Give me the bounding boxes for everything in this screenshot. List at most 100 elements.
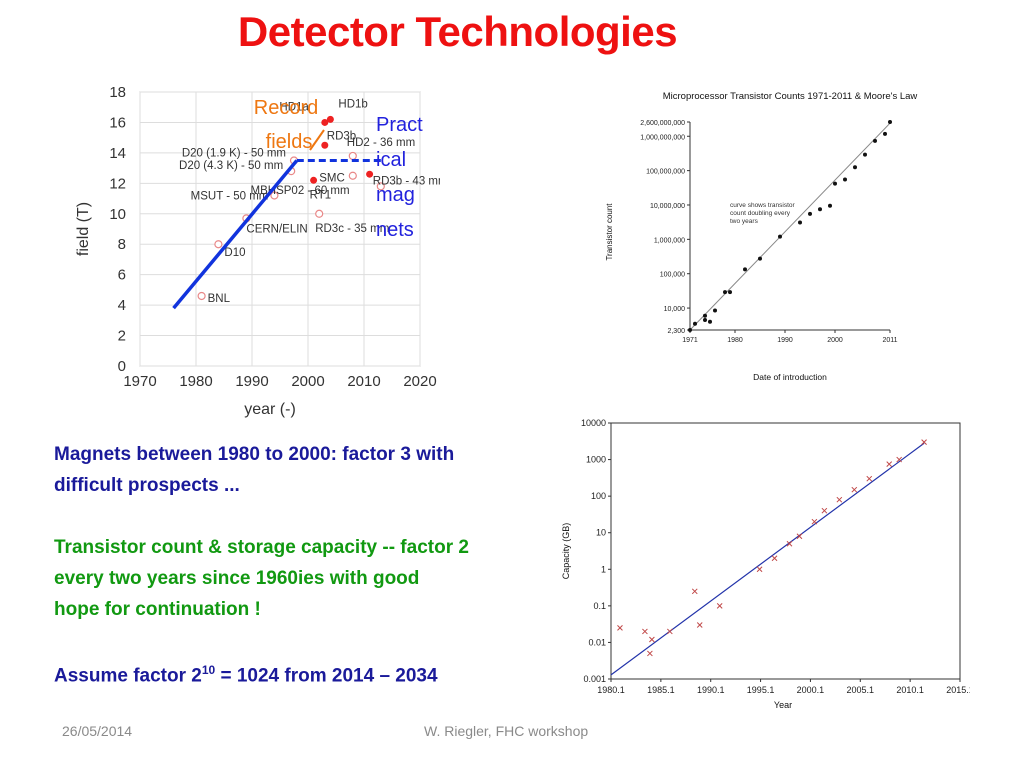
y-tick-label: 14 [109, 145, 126, 162]
annotation-practical-line: mag [376, 184, 415, 206]
data-point [376, 182, 385, 191]
data-point-label: D20 (4.3 K) - 50 mm [179, 160, 283, 172]
x-tick-label: 1990.1 [697, 685, 725, 695]
footer-date: 26/05/2014 [62, 723, 133, 739]
paragraph-transistors-line3: hope for continuation ! [54, 599, 261, 620]
x-tick-label: 2000 [291, 373, 324, 390]
x-tick-label: 1970 [123, 373, 156, 390]
x-tick-label: 1980 [727, 337, 743, 344]
data-point [708, 319, 712, 324]
x-axis-title: Year [774, 700, 792, 710]
y-tick-label: 16 [109, 114, 126, 131]
data-point [348, 151, 357, 161]
data-point [853, 165, 857, 170]
paragraph-magnets-line1: Magnets between 1980 to 2000: factor 3 w… [54, 444, 455, 465]
chart-title: Microprocessor Transistor Counts 1971-20… [663, 91, 918, 102]
data-point [821, 507, 828, 514]
chart-annotation-line: curve shows transistor [730, 202, 795, 209]
magnet-field-chart-svg: 1970 1980 1990 2000 2010 2020 0 2 4 6 8 10 12 14 16 18 y… [75, 84, 448, 418]
data-point [693, 321, 697, 326]
data-point-label: RD3b - 43 mm [373, 175, 440, 187]
data-point-label: RT1 [310, 189, 332, 201]
y-tick-label: 0 [118, 358, 126, 375]
y-tick-label: 1000 [586, 455, 606, 465]
y-tick-label: 100,000,000 [646, 169, 685, 176]
x-tick-label: 1995.1 [747, 685, 775, 695]
data-point [756, 566, 763, 573]
data-point [197, 291, 206, 301]
data-point-label: MSUT - 50 mm [191, 191, 269, 203]
y-tick-label: 10,000,000 [650, 203, 685, 210]
y-tick-label: 10 [109, 206, 126, 223]
data-point [886, 461, 893, 467]
y-tick-label: 12 [109, 175, 126, 192]
data-point [703, 317, 707, 322]
data-point-label: CERN/ELIN [246, 223, 307, 235]
chart-annotation-line: two years [730, 218, 759, 225]
y-tick-label: 100,000 [660, 272, 685, 279]
y-axis-title: Transistor count [605, 203, 614, 261]
data-point [713, 308, 717, 313]
data-point [703, 313, 707, 318]
y-tick-label: 0.1 [593, 601, 606, 611]
data-point-label: HD1b [338, 98, 367, 110]
paragraph-magnets: Magnets between 1980 to 2000: factor 3 w… [54, 439, 454, 501]
data-point [828, 203, 832, 208]
data-point-label: HD2 - 36 mm [347, 137, 415, 149]
x-tick-label: 1985.1 [647, 685, 675, 695]
data-point [798, 220, 802, 225]
paragraph-transistors-line1: Transistor count & storage capacity -- f… [54, 537, 469, 558]
x-tick-label: 1971 [682, 337, 698, 344]
data-point [888, 120, 892, 124]
y-tick-label: 2,600,000,000 [640, 120, 685, 127]
x-tick-label: 2005.1 [847, 685, 875, 695]
y-tick-label: 0.001 [583, 674, 606, 684]
storage-capacity-chart: 0.001 0.01 0.1 1 10 100 1000 10000 1980.1 1985.1 1… [555, 408, 974, 713]
data-point [843, 177, 847, 182]
data-point [310, 176, 318, 184]
y-tick-label: 6 [118, 267, 126, 284]
paragraph-transistors-line2: every two years since 1960ies with good [54, 568, 420, 589]
data-point [771, 555, 778, 562]
plot-frame [610, 422, 961, 680]
chart-annotation-line: count doubling every [730, 210, 791, 217]
y-tick-label: 1 [601, 564, 606, 574]
paragraph-assume: Assume factor 210 = 1024 from 2014 – 203… [54, 655, 438, 691]
data-point [716, 603, 723, 609]
data-point [366, 170, 374, 178]
data-point [642, 628, 648, 635]
data-point [649, 636, 655, 643]
x-tick-label: 1980 [179, 373, 212, 390]
data-point-label: HD1a [279, 101, 309, 113]
data-point [796, 533, 803, 540]
data-point [666, 628, 673, 635]
assume-suffix: = 1024 from 2014 – 2034 [215, 665, 438, 687]
annotation-record-line1: Record [254, 97, 318, 119]
data-point [743, 267, 747, 272]
data-point [321, 118, 329, 126]
transistor-count-chart: 2,300 10,000 100,000 1,000,000 10,000,000 100… [590, 82, 990, 382]
data-point-label: D10 [224, 247, 245, 259]
data-point [808, 211, 812, 216]
annotation-record-arrow [309, 129, 325, 151]
data-point [617, 625, 623, 631]
annotation-practical-line: ical [376, 149, 406, 171]
data-point [348, 171, 357, 180]
y-tick-label: 1,000,000,000 [640, 134, 685, 141]
data-point-label: RD3b [327, 130, 356, 142]
data-point [647, 650, 653, 657]
annotation-record-line2: fields [266, 131, 313, 153]
x-tick-label: 1980.1 [597, 685, 625, 695]
y-tick-label: 2 [118, 328, 126, 345]
x-tick-label: 2020 [403, 373, 436, 390]
data-point [811, 518, 818, 525]
data-point-label: D20 (1.9 K) - 50 mm [182, 148, 286, 160]
storage-capacity-chart-svg: 0.001 0.01 0.1 1 10 100 1000 10000 1980.1 1985.1 1… [561, 418, 974, 710]
data-point [321, 141, 329, 149]
y-tick-label: 10 [596, 528, 606, 538]
y-tick-label: 10000 [581, 418, 606, 428]
data-point [818, 207, 822, 212]
data-point [326, 115, 334, 123]
x-tick-label: 2010.1 [896, 685, 924, 695]
y-tick-label: 0.01 [588, 637, 606, 647]
